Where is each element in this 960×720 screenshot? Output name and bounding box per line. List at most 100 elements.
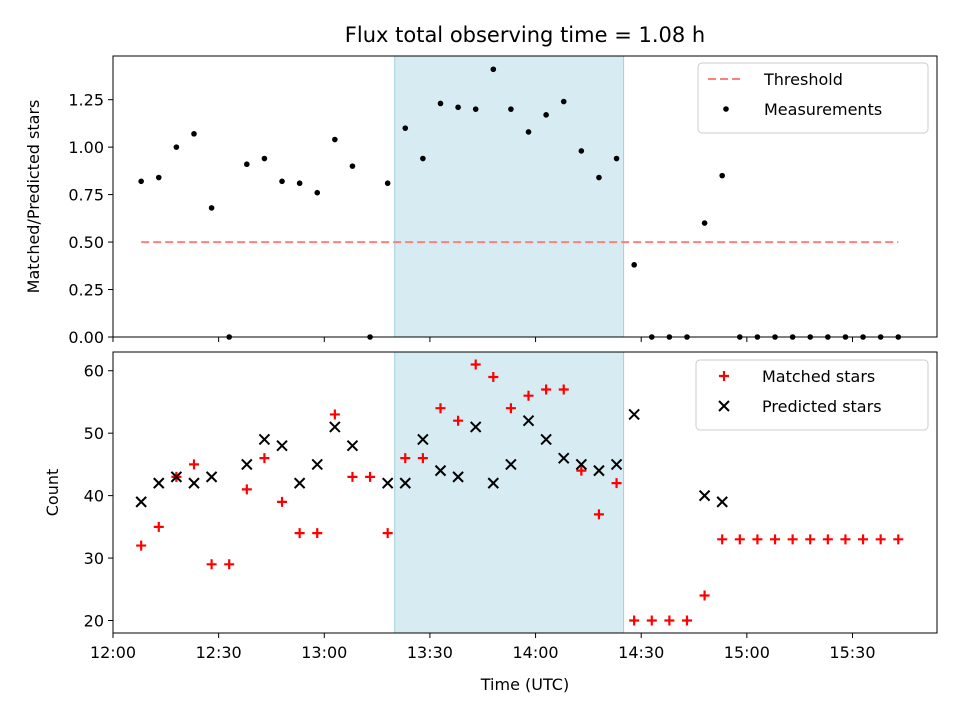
matched-star-marker [541,384,552,395]
matched-star-marker [875,534,886,545]
matched-star-marker [417,453,428,464]
measurement-point [244,161,250,168]
matched-star-marker [188,459,199,470]
y-tick-label: 0.00 [68,328,104,347]
measurement-point [296,180,303,187]
matched-star-marker [558,384,569,395]
top-panel: 0.00 0.25 0.50 0.75 1.00 1.25 Threshold Measure… [24,55,938,347]
y-axis-label: Matched/Predicted stars [24,100,43,294]
predicted-star-marker [452,471,464,483]
matched-star-marker [382,528,393,539]
x-tick-label: 14:30 [618,643,664,662]
predicted-star-marker [381,477,394,489]
predicted-star-marker [628,408,640,421]
legend-matched-swatch [719,371,729,381]
matched-star-marker [241,484,252,495]
y-tick-label: 50 [84,424,104,443]
predicted-star-marker [698,489,711,502]
matched-star-marker [136,540,147,551]
matched-star-marker [681,615,692,626]
measurement-point [349,163,356,169]
predicted-star-marker [716,496,728,508]
measurement-point [472,106,479,112]
measurement-point [508,106,514,112]
y-tick-label: 1.00 [68,138,104,157]
y-tick-label: 60 [84,362,104,381]
matched-star-marker [646,615,657,626]
x-tick-label: 12:30 [196,643,242,662]
measurement-point [138,178,144,185]
matched-star-marker [699,590,710,601]
legend-measurement-swatch [723,106,729,112]
y-axis-label: Count [43,469,62,517]
x-tick-label: 14:00 [513,643,559,662]
matched-star-marker [294,528,305,539]
matched-star-marker [787,534,798,545]
x-tick-label: 15:00 [724,643,770,662]
matched-star-marker [593,509,604,520]
legend-label: Matched stars [762,367,875,386]
measurement-point [155,174,162,181]
measurement-point [191,131,197,137]
x-axis-label: Time (UTC) [480,675,569,694]
predicted-star-marker [153,477,165,489]
predicted-star-marker [346,439,359,452]
matched-star-marker [347,471,358,482]
predicted-star-marker [558,452,570,464]
legend-predicted-swatch [718,400,730,412]
x-tick-label: 13:00 [301,643,347,662]
shaded-interval [394,351,625,634]
measurement-point [332,136,338,143]
y-tick-label: 0.25 [68,281,104,300]
measurement-point [490,66,497,73]
predicted-star-marker [487,477,500,489]
legend-label: Measurements [764,100,882,119]
matched-star-marker [770,534,781,545]
predicted-star-marker [188,477,200,489]
y-tick-label: 0.75 [68,186,104,205]
matched-star-marker [224,559,235,570]
predicted-star-marker [610,458,623,471]
matched-star-marker [365,471,376,482]
matched-star-marker [822,534,833,545]
measurement-point [543,112,549,118]
predicted-star-marker [241,458,253,471]
predicted-star-marker [434,464,447,477]
measurement-point [279,178,285,185]
matched-star-marker [611,478,622,489]
predicted-star-marker [417,433,429,446]
predicted-star-marker [258,433,271,446]
predicted-star-marker [276,439,288,452]
measurement-point [701,220,708,226]
matched-star-marker [329,409,340,420]
axes-frame [112,351,938,634]
measurement-point [560,98,567,105]
predicted-star-marker [522,414,535,427]
measurement-point [631,262,637,268]
legend-box [697,62,929,134]
matched-star-marker [858,534,869,545]
predicted-star-marker [329,421,341,433]
matched-star-marker [488,371,499,382]
legend-label: Predicted stars [762,397,882,416]
measurement-point [596,174,602,181]
measurement-point [420,155,426,162]
axes-frame [112,55,938,338]
predicted-star-marker [399,477,411,489]
predicted-star-marker [469,421,482,433]
predicted-star-marker [311,458,323,471]
chart-title: Flux total observing time = 1.08 h [345,23,705,47]
measurement-point [261,155,268,162]
y-tick-label: 0.50 [68,233,104,252]
predicted-star-marker [135,496,147,508]
matched-star-marker [629,615,640,626]
y-tick-label: 20 [84,612,104,631]
legend-label: Threshold [763,70,843,89]
x-tick-label: 13:30 [407,643,453,662]
matched-star-marker [153,521,164,532]
measurement-point [173,144,180,150]
matched-star-marker [664,615,675,626]
matched-star-marker [717,534,728,545]
measurement-point [719,172,725,179]
